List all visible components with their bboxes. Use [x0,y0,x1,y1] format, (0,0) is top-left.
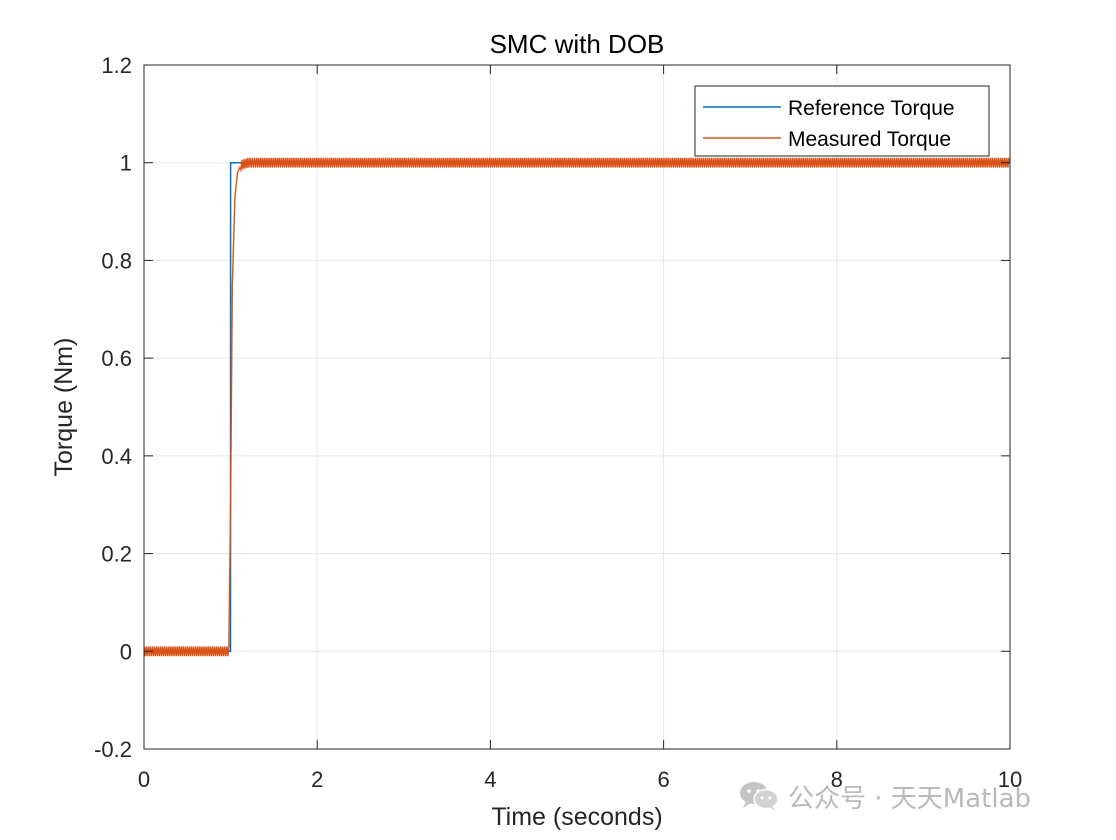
wechat-icon [740,782,779,811]
y-tick-label: 0.8 [101,248,132,273]
y-tick-label: 0.6 [101,346,132,371]
legend-entry: Reference Torque [788,97,955,120]
grid [144,65,1010,749]
series-line-2 [144,157,1010,657]
y-tick-label: -0.2 [94,737,132,762]
y-tick-label: 1.2 [101,53,132,78]
x-tick-label: 0 [138,767,150,792]
legend-box [694,85,990,157]
x-axis-title: Time (seconds) [491,803,662,831]
y-tick-label: 0.4 [101,444,132,469]
y-tick-label: 0 [120,639,132,664]
legend[interactable]: Reference Torque Measured Torque [694,85,990,157]
x-tick-label: 8 [831,767,843,792]
watermark-text: 公众号 · 天天Matlab [788,783,1032,814]
watermark: 公众号 · 天天Matlab [738,778,1031,814]
y-tick-label: 1 [120,151,132,176]
x-tick-label: 2 [311,767,323,792]
ticks: 0 2 4 6 8 10-0.200.20.40.60.811.2 [94,53,1022,792]
y-tick-label: 0.2 [101,542,132,567]
x-tick-label: 10 [998,767,1022,792]
y-axis-title: Torque (Nm) [50,338,78,477]
legend-entry: Measured Torque [788,128,951,151]
plot-area [144,65,1010,749]
series-layer [144,157,1010,657]
chart-title: SMC with DOB [490,29,665,59]
axes-box [143,64,1011,750]
x-tick-label: 4 [484,767,496,792]
x-tick-label: 6 [657,767,669,792]
